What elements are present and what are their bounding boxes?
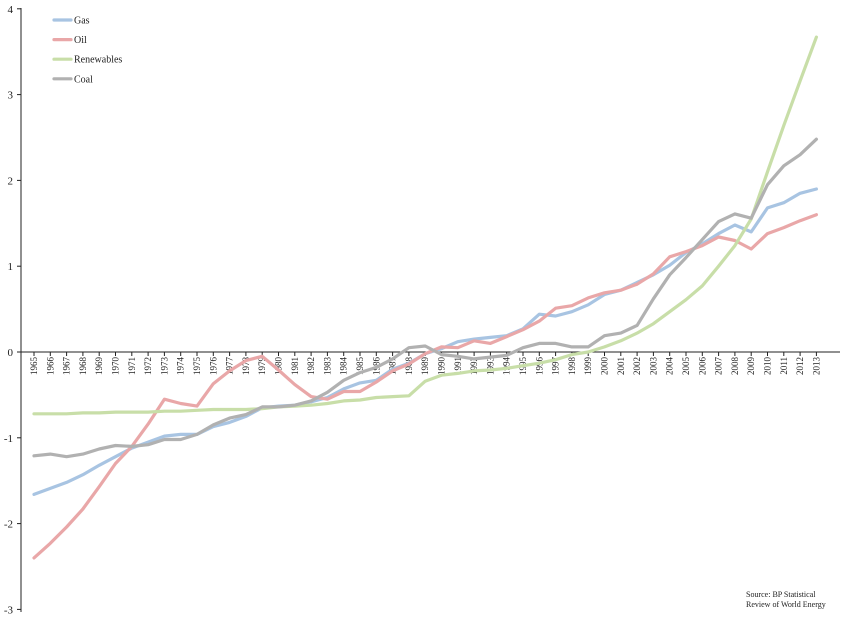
legend: Gas Oil Renewables Coal <box>52 16 122 85</box>
x-tick-label: 1978 <box>241 357 251 376</box>
source-line-1: Source: BP Statistical <box>746 590 816 599</box>
x-tick-label: 1989 <box>420 357 430 376</box>
legend-label-gas: Gas <box>74 16 90 27</box>
x-tick-label: 2011 <box>779 357 789 375</box>
y-tick-label: -3 <box>4 604 14 616</box>
x-tick-label: 2003 <box>648 357 658 376</box>
x-tick-label: 2013 <box>811 357 821 376</box>
x-tick-label: 1965 <box>29 357 39 376</box>
x-tick-label: 1998 <box>567 357 577 376</box>
y-tick-label: 4 <box>8 4 14 16</box>
y-tick-label: 3 <box>8 90 14 102</box>
x-tick-label: 1997 <box>551 357 561 376</box>
x-tick-label: 1973 <box>159 357 169 376</box>
x-tick-label: 2006 <box>697 357 707 376</box>
x-tick-label: 1970 <box>111 357 121 376</box>
y-tick-label: 0 <box>8 347 14 359</box>
x-tick-label: 1972 <box>143 357 153 375</box>
x-tick-label: 1996 <box>534 357 544 376</box>
x-tick-label: 1967 <box>62 357 72 376</box>
x-tick-label: 2012 <box>795 357 805 375</box>
y-axis-ticks: -3 -2 -1 0 1 2 3 4 <box>4 4 21 616</box>
x-tick-label: 2007 <box>714 357 724 376</box>
source-note: Source: BP Statistical Review of World E… <box>746 590 826 610</box>
legend-label-oil: Oil <box>74 35 87 46</box>
x-tick-label: 1981 <box>290 357 300 375</box>
x-tick-label: 2008 <box>730 357 740 376</box>
series-line-coal <box>32 137 819 459</box>
x-tick-label: 1999 <box>583 357 593 376</box>
x-tick-label: 1991 <box>453 357 463 375</box>
x-tick-label: 1966 <box>45 357 55 376</box>
x-tick-label: 1992 <box>469 357 479 375</box>
x-tick-label: 1979 <box>257 357 267 376</box>
x-axis-ticks: 1965 1966 1967 1968 1969 1970 1971 1972 1973 1974… <box>29 352 821 375</box>
x-tick-label: 1984 <box>339 357 349 376</box>
y-tick-label: 2 <box>8 175 14 187</box>
x-tick-label: 2010 <box>763 357 773 376</box>
source-line-2: Review of World Energy <box>746 600 826 609</box>
y-tick-label: 1 <box>8 261 14 273</box>
series-line-oil <box>32 213 819 560</box>
x-tick-label: 1990 <box>437 357 447 376</box>
x-tick-label: 1994 <box>502 357 512 376</box>
x-tick-label: 1983 <box>322 357 332 376</box>
series-line-renewables <box>32 35 819 416</box>
x-tick-label: 2004 <box>665 357 675 376</box>
x-tick-label: 1975 <box>192 357 202 376</box>
x-tick-label: 1976 <box>208 357 218 376</box>
x-tick-label: 1980 <box>274 357 284 376</box>
x-tick-label: 1968 <box>78 357 88 376</box>
legend-label-coal: Coal <box>74 74 93 85</box>
x-tick-label: 1971 <box>127 357 137 375</box>
x-tick-label: 1974 <box>176 357 186 376</box>
x-tick-label: 1987 <box>388 357 398 376</box>
x-tick-label: 1993 <box>485 357 495 376</box>
x-tick-label: 2009 <box>746 357 756 376</box>
x-tick-label: 1969 <box>94 357 104 376</box>
series-line-gas <box>32 187 819 496</box>
x-tick-label: 1985 <box>355 357 365 376</box>
x-tick-label: 1982 <box>306 357 316 375</box>
legend-label-renewables: Renewables <box>74 55 122 66</box>
y-tick-label: -1 <box>4 433 13 445</box>
x-tick-label: 1977 <box>225 357 235 376</box>
y-tick-label: -2 <box>4 519 13 531</box>
x-tick-label: 2005 <box>681 357 691 376</box>
x-tick-label: 2001 <box>616 357 626 375</box>
x-tick-label: 2002 <box>632 357 642 375</box>
series-lines <box>32 35 819 560</box>
x-tick-label: 1988 <box>404 357 414 376</box>
x-tick-label: 2000 <box>600 357 610 376</box>
